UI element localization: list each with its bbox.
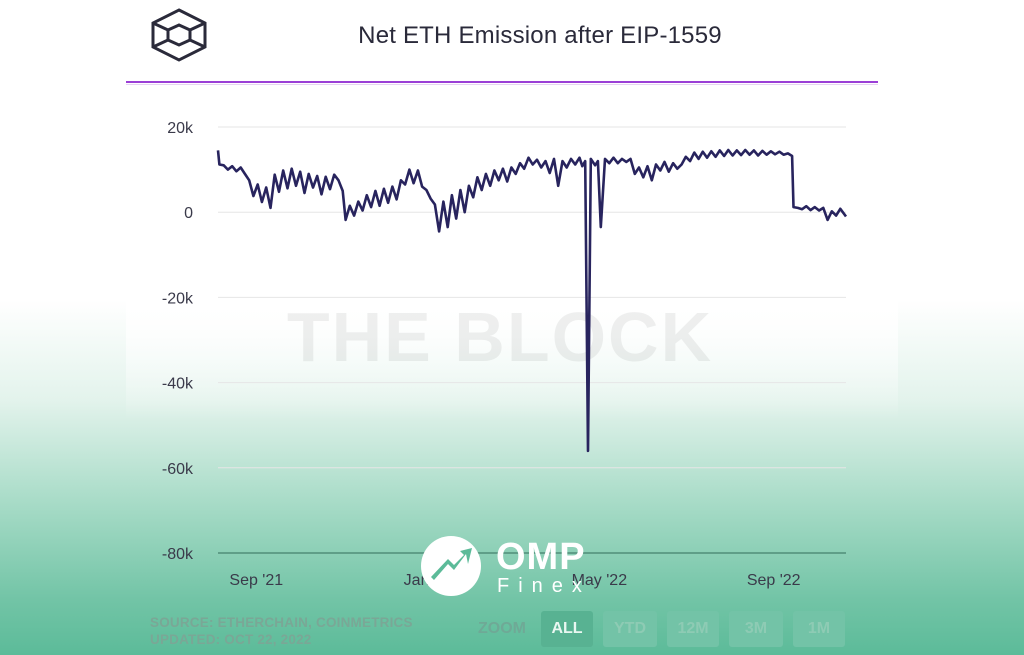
source-line: SOURCE: ETHERCHAIN, COINMETRICS bbox=[150, 615, 413, 630]
series-line bbox=[216, 148, 848, 453]
y-tick-label: -80k bbox=[162, 546, 194, 563]
x-tick-label: Sep '21 bbox=[229, 572, 283, 589]
y-axis: 20k 0 -20k -40k -60k -80k bbox=[162, 120, 194, 563]
title-divider bbox=[126, 81, 878, 83]
series-layer bbox=[216, 148, 848, 453]
y-tick-label: 0 bbox=[184, 205, 193, 222]
grid-layer bbox=[218, 126, 846, 554]
zoom-all-button[interactable]: ALL bbox=[541, 611, 593, 647]
y-tick-label: 20k bbox=[167, 120, 194, 137]
y-tick-label: -40k bbox=[162, 376, 194, 393]
updated-line: UPDATED: OCT 22, 2022 bbox=[150, 632, 312, 647]
zoom-1m-button[interactable]: 1M bbox=[793, 611, 845, 647]
zoom-12m-button[interactable]: 12M bbox=[667, 611, 719, 647]
title-divider-shadow bbox=[126, 84, 878, 85]
the-block-logo-icon bbox=[151, 8, 207, 62]
omp-logo-icon bbox=[421, 536, 481, 596]
zoom-3m-button[interactable]: 3M bbox=[729, 611, 783, 647]
omp-brand-sub: Finex bbox=[497, 575, 591, 597]
y-tick-label: -20k bbox=[162, 290, 194, 307]
chart-title: Net ETH Emission after EIP-1559 bbox=[358, 22, 722, 49]
x-tick-label: May '22 bbox=[572, 572, 628, 589]
zoom-label: ZOOM bbox=[478, 620, 526, 637]
watermark-text: THE BLOCK bbox=[287, 298, 713, 376]
zoom-ytd-button[interactable]: YTD bbox=[603, 611, 657, 647]
omp-brand-name: OMP bbox=[496, 536, 586, 578]
y-tick-label: -60k bbox=[162, 461, 194, 478]
chart-card bbox=[126, 0, 898, 655]
source-note: SOURCE: ETHERCHAIN, COINMETRICS UPDATED:… bbox=[150, 614, 413, 648]
x-tick-label: Sep '22 bbox=[747, 572, 801, 589]
